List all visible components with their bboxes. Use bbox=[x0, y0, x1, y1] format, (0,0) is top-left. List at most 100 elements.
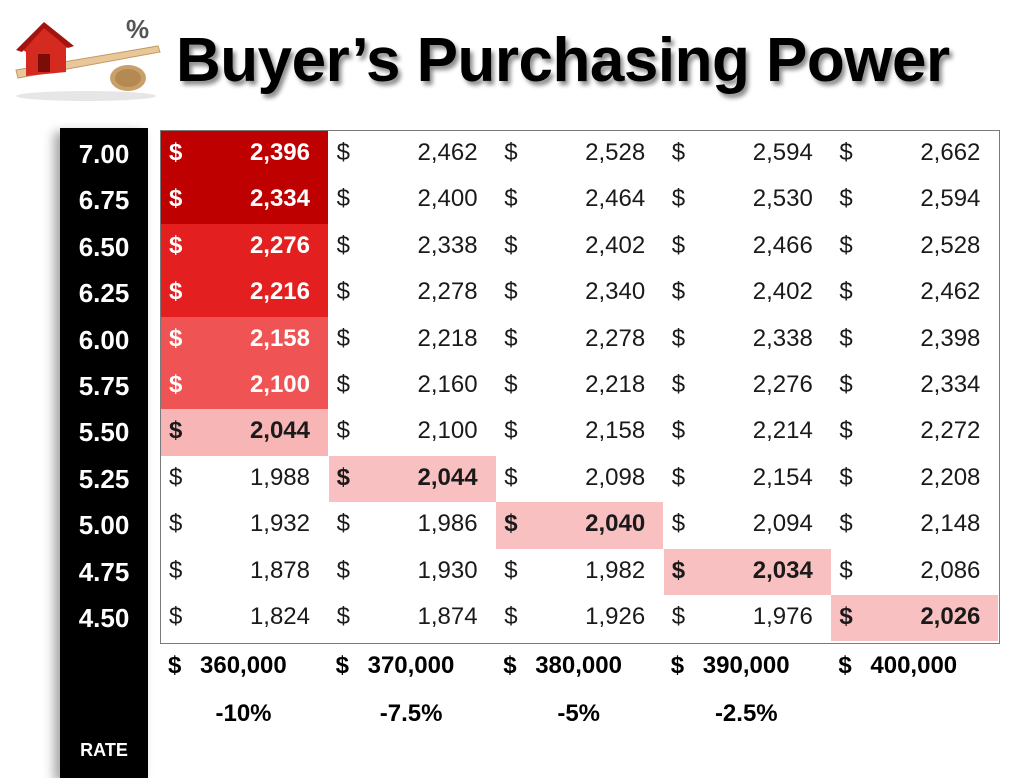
payment-cell: $2,044 bbox=[328, 455, 496, 503]
payment-value: 1,930 bbox=[417, 556, 478, 584]
price-value: 360,000 bbox=[200, 652, 287, 679]
payment-cell: $2,216 bbox=[161, 270, 328, 317]
currency-symbol: $ bbox=[671, 324, 686, 352]
payment-cell: $2,466 bbox=[664, 224, 831, 270]
payment-value: 2,218 bbox=[585, 371, 646, 398]
currency-symbol: $ bbox=[169, 185, 183, 213]
payment-cell: $2,100 bbox=[161, 363, 328, 410]
payment-value: 1,976 bbox=[752, 603, 813, 630]
currency-symbol: $ bbox=[336, 603, 350, 630]
payment-value: 2,340 bbox=[585, 278, 646, 306]
currency-symbol: $ bbox=[504, 185, 518, 213]
rate-value: 6.50 bbox=[78, 231, 130, 262]
payment-value: 2,402 bbox=[752, 278, 813, 306]
currency-symbol: $ bbox=[169, 463, 183, 491]
currency-symbol: $ bbox=[169, 417, 183, 445]
currency-symbol: $ bbox=[671, 371, 686, 398]
rate-value: 6.75 bbox=[78, 185, 130, 216]
percent-change: -5% bbox=[557, 700, 601, 727]
payment-cell: $2,594 bbox=[664, 131, 831, 177]
payment-value: 2,278 bbox=[585, 324, 646, 352]
rate-value: 5.75 bbox=[78, 371, 130, 401]
rate-label: RATE bbox=[80, 740, 128, 760]
payment-value: 1,986 bbox=[417, 510, 478, 538]
currency-symbol: $ bbox=[671, 139, 686, 166]
currency-symbol: $ bbox=[504, 278, 518, 306]
payment-value: 1,874 bbox=[417, 603, 478, 630]
payment-value: 2,208 bbox=[920, 463, 981, 491]
currency-symbol: $ bbox=[336, 371, 350, 398]
price-value: 390,000 bbox=[702, 652, 790, 679]
payment-value: 2,026 bbox=[920, 603, 981, 630]
currency-symbol: $ bbox=[671, 417, 686, 445]
payment-value: 2,338 bbox=[417, 231, 478, 259]
payment-cell: $2,272 bbox=[831, 409, 998, 455]
payment-cell: $2,094 bbox=[664, 502, 831, 548]
rate-column: RATE 7.00 6.75 6.50 6.25 6.00 5.75 5.50 5.25 5.0… bbox=[60, 128, 148, 778]
payment-cell: $2,594 bbox=[831, 177, 998, 223]
payment-value: 2,098 bbox=[585, 463, 646, 491]
payment-value: 2,462 bbox=[920, 278, 981, 306]
payment-cell: $2,276 bbox=[664, 363, 831, 409]
payment-value: 2,272 bbox=[920, 417, 981, 445]
payment-cell: $2,278 bbox=[329, 270, 496, 316]
payment-cell: $2,528 bbox=[831, 224, 998, 270]
payment-value: 2,218 bbox=[417, 324, 478, 352]
payment-cell: $2,334 bbox=[161, 177, 328, 224]
currency-symbol: $ bbox=[169, 231, 183, 259]
payment-cell: $2,340 bbox=[496, 270, 663, 316]
payment-value: 2,528 bbox=[585, 139, 646, 166]
payment-cell: $2,218 bbox=[329, 317, 496, 363]
currency-symbol: $ bbox=[839, 510, 853, 538]
payment-cell: $1,874 bbox=[329, 595, 496, 641]
payment-value: 2,594 bbox=[752, 139, 813, 166]
payment-value: 2,278 bbox=[417, 278, 478, 306]
home-price: $400,000 bbox=[830, 652, 998, 682]
payment-cell: $2,278 bbox=[496, 317, 663, 363]
payment-value: 2,594 bbox=[920, 185, 981, 213]
payment-cell: $2,148 bbox=[831, 502, 998, 548]
payment-value: 1,982 bbox=[585, 556, 646, 584]
currency-symbol: $ bbox=[168, 652, 182, 679]
rate-value: 5.50 bbox=[78, 417, 130, 448]
home-price: $360,000 bbox=[160, 652, 328, 682]
price-value: 380,000 bbox=[535, 652, 622, 679]
payment-value: 2,100 bbox=[249, 371, 310, 398]
payment-cell: $2,462 bbox=[831, 270, 998, 316]
payment-cell: $2,462 bbox=[329, 131, 496, 177]
payment-value: 2,402 bbox=[585, 231, 646, 259]
currency-symbol: $ bbox=[671, 231, 686, 259]
payment-cell: $2,160 bbox=[329, 363, 496, 409]
currency-symbol: $ bbox=[839, 231, 853, 259]
rate-value: 7.00 bbox=[78, 139, 130, 169]
payment-cell: $2,398 bbox=[831, 317, 998, 363]
currency-symbol: $ bbox=[839, 278, 853, 306]
rate-value: 6.00 bbox=[78, 324, 130, 355]
percent-change: -7.5% bbox=[379, 700, 443, 727]
currency-symbol: $ bbox=[671, 185, 686, 213]
percent-change: -10% bbox=[215, 700, 272, 727]
payment-cell: $1,926 bbox=[496, 595, 663, 641]
percent-change: -2.5% bbox=[714, 700, 778, 727]
payment-value: 2,528 bbox=[920, 231, 981, 259]
payment-cell: $2,100 bbox=[329, 409, 496, 455]
payment-cell: $1,976 bbox=[664, 595, 831, 641]
rate-value: 4.50 bbox=[78, 603, 130, 633]
payment-cell: $2,402 bbox=[664, 270, 831, 316]
currency-symbol: $ bbox=[670, 652, 685, 679]
payment-value: 2,276 bbox=[752, 371, 813, 398]
payment-value: 2,338 bbox=[752, 324, 813, 352]
currency-symbol: $ bbox=[336, 463, 350, 491]
currency-symbol: $ bbox=[839, 417, 853, 445]
currency-symbol: $ bbox=[169, 603, 183, 630]
currency-symbol: $ bbox=[169, 278, 183, 306]
currency-symbol: $ bbox=[671, 603, 686, 630]
currency-symbol: $ bbox=[504, 231, 518, 259]
payment-value: 2,464 bbox=[585, 185, 646, 213]
payment-value: 2,040 bbox=[585, 510, 646, 538]
currency-symbol: $ bbox=[169, 139, 183, 166]
payment-cell: $2,218 bbox=[496, 363, 663, 409]
currency-symbol: $ bbox=[169, 371, 183, 398]
payment-cell: $2,098 bbox=[496, 456, 663, 502]
payment-value: 2,214 bbox=[752, 417, 813, 445]
